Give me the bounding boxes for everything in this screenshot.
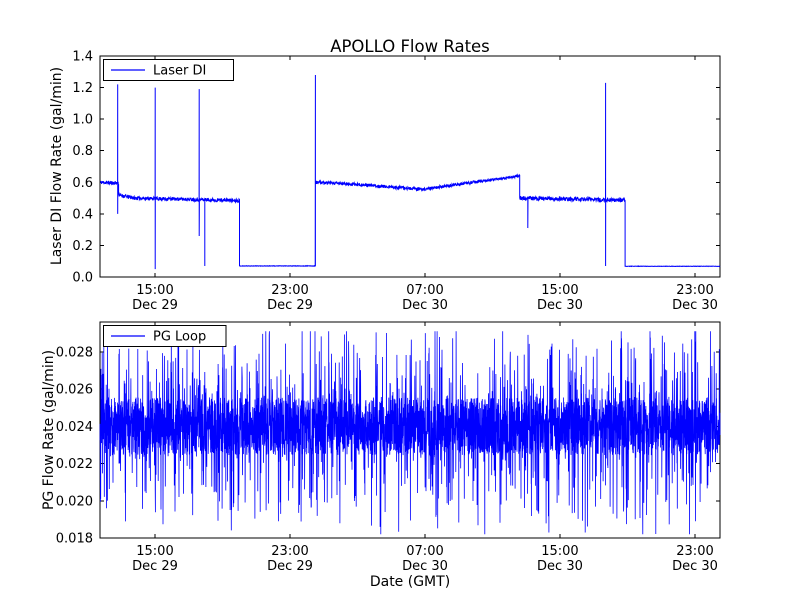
y-tick-label: 0.8 [72,144,93,159]
x-tick-label: 15:00 Dec 30 [537,544,583,574]
x-axis-label: Date (GMT) [369,574,451,590]
pg-loop-plot: 15:00 Dec 29 23:00 Dec 29 07:00 Dec 30 15:00 De… [56,321,721,574]
y-tick-label: 0.024 [56,420,93,435]
legend-label: PG Loop [153,330,206,345]
bottom-y-axis-label: PG Flow Rate (gal/min) [41,349,57,511]
y-tick-label: 0.2 [72,239,93,254]
laser-di-axes-frame [99,55,721,278]
pg-loop-legend: PG Loop [103,325,227,347]
laser-di-legend: Laser DI [103,59,234,81]
x-tick-label: 07:00 Dec 30 [402,283,448,313]
y-tick-label: 0.6 [72,176,93,191]
y-tick-label: 1.0 [72,113,93,128]
x-tick-label: 23:00 Dec 30 [672,283,718,313]
y-tick-label: 0.026 [56,383,93,398]
y-tick-label: 0.020 [56,494,93,509]
y-tick-label: 0.0 [72,271,93,286]
laser-di-plot: 15:00 Dec 29 23:00 Dec 29 07:00 Dec 30 15:00 De… [72,50,721,313]
y-tick-label: 1.2 [72,81,93,96]
y-tick-label: 0.028 [56,345,93,360]
legend-box [103,59,234,81]
x-tick-label: 15:00 Dec 29 [132,283,178,313]
y-tick-label: 1.4 [72,50,93,65]
x-tick-label: 15:00 Dec 29 [132,544,178,574]
x-tick-label: 15:00 Dec 30 [537,283,583,313]
laser-di-series-line [99,74,721,270]
top-y-axis-label: Laser DI Flow Rate (gal/min) [49,66,65,266]
pg-loop-series-line [99,331,721,535]
y-tick-label: 0.4 [72,207,93,222]
chart-title: APOLLO Flow Rates [330,37,490,56]
x-tick-label: 23:00 Dec 29 [267,283,313,313]
x-tick-label: 23:00 Dec 29 [267,544,313,574]
x-tick-label: 07:00 Dec 30 [402,544,448,574]
y-tick-label: 0.022 [56,457,93,472]
x-tick-label: 23:00 Dec 30 [672,544,718,574]
y-tick-label: 0.018 [56,532,93,547]
legend-label: Laser DI [153,64,206,79]
legend-box [103,325,227,347]
